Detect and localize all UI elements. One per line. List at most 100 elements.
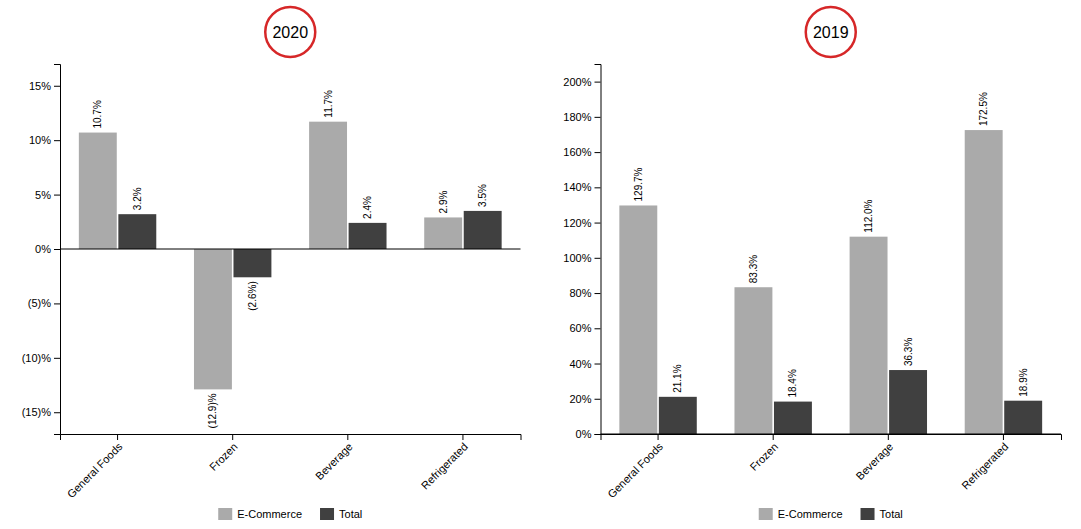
data-label: 10.7%: [92, 100, 103, 128]
data-label: 3.5%: [477, 184, 488, 207]
y-tick: 80%: [569, 287, 600, 299]
tick-mark: [54, 86, 60, 87]
tick-label: General Foods: [65, 440, 125, 500]
tick-label: Refrigerated: [959, 440, 1010, 491]
data-label: 129.7%: [633, 167, 644, 201]
tick-label: 5%: [35, 189, 51, 201]
tick-mark: [595, 293, 601, 294]
bar: [965, 130, 1003, 434]
data-label: 2.9%: [438, 191, 449, 214]
data-label: 83.3%: [748, 255, 759, 283]
tick-label: 10%: [29, 134, 51, 146]
tick-mark: [595, 364, 601, 365]
chart-root: (15)% (10)% (5)% 0% 5% 10% 15% General Foods Fro…: [0, 0, 1081, 529]
y-tick: (15)%: [22, 406, 60, 418]
tick-mark: [462, 434, 463, 440]
tick-label: 120%: [563, 217, 591, 229]
tick-mark: [54, 140, 60, 141]
zero-line: [601, 434, 1062, 435]
y-axis: (15)% (10)% (5)% 0% 5% 10% 15%: [22, 65, 61, 435]
bar: [118, 214, 156, 249]
x-tick: General Foods: [65, 434, 125, 500]
bars: [79, 122, 502, 390]
legend-label: E-Commerce: [778, 508, 843, 520]
tick-label: Frozen: [747, 440, 780, 473]
bar: [850, 237, 888, 434]
x-tick: General Foods: [605, 434, 665, 500]
legend-label: E-Commerce: [237, 508, 302, 520]
legend-item: E-Commerce: [218, 508, 302, 520]
tick-label: 0%: [576, 428, 592, 440]
bar: [194, 249, 232, 389]
x-tick: Frozen: [207, 434, 240, 473]
legend-item: Total: [861, 508, 903, 520]
data-label: 11.7%: [323, 90, 334, 118]
bar: [464, 211, 502, 249]
y-tick: 40%: [569, 358, 600, 370]
tick-label: Beverage: [854, 440, 896, 482]
tick-mark: [595, 82, 601, 83]
legend: E-CommerceTotal: [218, 508, 362, 520]
tick-mark: [658, 434, 659, 440]
series: [118, 211, 501, 277]
bar: [79, 133, 117, 249]
bar: [734, 287, 772, 434]
tick-mark: [54, 358, 60, 359]
series: [659, 370, 1042, 434]
y-tick: (10)%: [22, 352, 60, 364]
tick-mark: [773, 434, 774, 440]
legend-swatch: [218, 508, 232, 520]
y-tick: 200%: [563, 76, 600, 88]
bar: [774, 402, 812, 434]
data-label: 18.4%: [787, 369, 798, 397]
x-axis: General FoodsFrozenBeverageRefrigerated: [61, 434, 522, 500]
axis-line: [595, 65, 602, 435]
y-tick: (5)%: [28, 297, 60, 309]
data-label: 18.9%: [1018, 368, 1029, 396]
y-tick: 120%: [563, 217, 600, 229]
tick-label: 160%: [563, 146, 591, 158]
data-label: 112.0%: [863, 199, 874, 232]
tick-mark: [595, 223, 601, 224]
y-tick: 20%: [569, 393, 600, 405]
panel: 0%20%40%60%80%100%120%140%160%180%200%Ge…: [563, 7, 1061, 520]
bar: [233, 249, 271, 277]
legend: E-Commerce Total: [759, 508, 903, 520]
tick-label: 40%: [569, 358, 591, 370]
series: [79, 122, 462, 390]
plot: 0%20%40%60%80%100%120%140%160%180%200%Ge…: [563, 65, 1061, 501]
y-tick: 60%: [569, 322, 600, 334]
zero-line: [60, 249, 521, 250]
tick-label: (15)%: [22, 406, 52, 418]
title-circle: [265, 7, 315, 57]
tick-mark: [595, 152, 601, 153]
tick-mark: [595, 434, 601, 435]
title-circle: [806, 7, 856, 57]
tick-label: 80%: [569, 287, 591, 299]
bar: [1004, 401, 1042, 434]
tick-label: (5)%: [28, 297, 51, 309]
tick-label: 60%: [569, 322, 591, 334]
data-label: (2.6%): [247, 281, 258, 310]
tick-mark: [54, 195, 60, 196]
tick-mark: [595, 117, 601, 118]
x-axis: General Foods Frozen Beverage Refrigerated: [601, 434, 1062, 500]
tick-label: 15%: [29, 80, 51, 92]
bar: [309, 122, 347, 249]
y-tick: 0%: [576, 428, 601, 440]
bars: [619, 130, 1042, 434]
tick-label: 200%: [563, 76, 591, 88]
bar: [349, 223, 387, 249]
x-tick: Frozen: [747, 434, 780, 473]
bar: [659, 397, 697, 434]
tick-mark: [595, 399, 601, 400]
y-tick: 0%: [35, 243, 60, 255]
title-badge: 2020: [265, 7, 315, 57]
tick-mark: [117, 434, 118, 440]
bar: [424, 217, 462, 249]
data-label: (12.9)%: [207, 393, 218, 428]
series: [619, 130, 1002, 434]
title-badge: 2019: [806, 7, 856, 57]
y-tick: 140%: [563, 181, 600, 193]
y-tick: 5%: [35, 189, 60, 201]
